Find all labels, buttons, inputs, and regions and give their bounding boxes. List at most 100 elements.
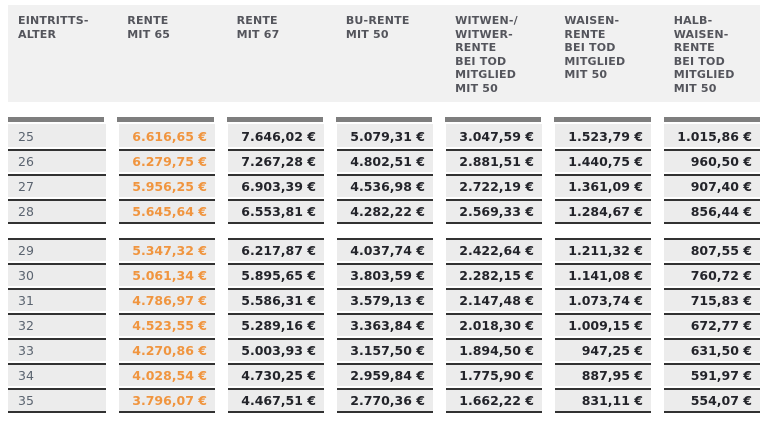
entry-age-cell: 31 (8, 288, 106, 311)
table-row-age-32: 32 4.523,55 € 5.289,16 € 3.363,84 € 2.018,30… (8, 313, 760, 336)
value-cell-col-5: 1.284,67 € (555, 199, 651, 224)
entry-age-cell: 34 (8, 363, 106, 386)
value-cell-col-3: 4.536,98 € (337, 174, 433, 197)
value-cell-col-5: 1.009,15 € (555, 313, 651, 336)
value-cell-col-5: 1.073,74 € (555, 288, 651, 311)
column-divider-bar (554, 117, 651, 122)
table-row-age-35: 35 3.796,07 € 4.467,51 € 2.770,36 € 1.662,22… (8, 388, 760, 413)
value-cell-col-3: 4.802,51 € (337, 149, 433, 172)
table-row-age-30: 30 5.061,34 € 5.895,65 € 3.803,59 € 2.282,15… (8, 263, 760, 286)
value-cell-col-4: 2.569,33 € (446, 199, 542, 224)
value-cell-col-3: 2.959,84 € (337, 363, 433, 386)
value-cell-col-6: 960,50 € (664, 149, 760, 172)
value-cell-col-4: 3.047,59 € (446, 124, 542, 147)
value-cell-col-6: 591,97 € (664, 363, 760, 386)
entry-age-cell: 33 (8, 338, 106, 361)
entry-age-cell: 26 (8, 149, 106, 172)
entry-age-cell: 30 (8, 263, 106, 286)
value-cell-col-3: 3.363,84 € (337, 313, 433, 336)
entry-age-cell: 35 (8, 388, 106, 413)
value-cell-col-1: 4.786,97 € (119, 288, 215, 311)
value-cell-col-1: 4.028,54 € (119, 363, 215, 386)
entry-age-cell: 27 (8, 174, 106, 197)
value-cell-col-3: 3.803,59 € (337, 263, 433, 286)
table-body: 25 6.616,65 € 7.646,02 € 5.079,31 € 3.047,59… (8, 124, 760, 413)
column-divider-bar (117, 117, 214, 122)
value-cell-col-6: 1.015,86 € (664, 124, 760, 147)
column-header-0: EINTRITTS- ALTER (18, 14, 89, 41)
value-cell-col-2: 7.267,28 € (228, 149, 324, 172)
value-cell-col-4: 2.147,48 € (446, 288, 542, 311)
column-divider-bar (8, 117, 105, 122)
value-cell-col-3: 3.579,13 € (337, 288, 433, 311)
value-cell-col-3: 4.282,22 € (337, 199, 433, 224)
table-row-age-26: 26 6.279,75 € 7.267,28 € 4.802,51 € 2.881,51… (8, 149, 760, 172)
value-cell-col-1: 5.347,32 € (119, 238, 215, 261)
column-header-6: HALB- WAISEN- RENTE BEI TOD MITGLIED MIT… (673, 14, 735, 95)
value-cell-col-1: 5.956,25 € (119, 174, 215, 197)
value-cell-col-1: 6.616,65 € (119, 124, 215, 147)
value-cell-col-1: 4.270,86 € (119, 338, 215, 361)
value-cell-col-6: 856,44 € (664, 199, 760, 224)
table-header-row: EINTRITTS- ALTER RENTE MIT 65 RENTE MIT 67… (8, 5, 760, 102)
value-cell-col-5: 1.523,79 € (555, 124, 651, 147)
column-divider-bar (335, 117, 433, 122)
value-cell-col-5: 947,25 € (555, 338, 651, 361)
value-cell-col-4: 2.722,19 € (446, 174, 542, 197)
value-cell-col-1: 6.279,75 € (119, 149, 215, 172)
value-cell-col-2: 5.895,65 € (228, 263, 324, 286)
value-cell-col-2: 5.586,31 € (228, 288, 324, 311)
value-cell-col-6: 807,55 € (664, 238, 760, 261)
value-cell-col-6: 672,77 € (664, 313, 760, 336)
value-cell-col-4: 1.775,90 € (446, 363, 542, 386)
value-cell-col-6: 715,83 € (664, 288, 760, 311)
entry-age-cell: 29 (8, 238, 106, 261)
table-row-age-28: 28 5.645,64 € 6.553,81 € 4.282,22 € 2.569,33… (8, 199, 760, 224)
value-cell-col-1: 4.523,55 € (119, 313, 215, 336)
value-cell-col-1: 3.796,07 € (119, 388, 215, 413)
entry-age-cell: 25 (8, 124, 106, 147)
value-cell-col-2: 6.553,81 € (228, 199, 324, 224)
value-cell-col-2: 4.730,25 € (228, 363, 324, 386)
value-cell-col-2: 6.903,39 € (228, 174, 324, 197)
column-header-1: RENTE MIT 65 (127, 14, 171, 41)
column-divider-bar (663, 117, 760, 122)
value-cell-col-1: 5.645,64 € (119, 199, 215, 224)
value-cell-col-5: 1.440,75 € (555, 149, 651, 172)
value-cell-col-4: 2.422,64 € (446, 238, 542, 261)
value-cell-col-1: 5.061,34 € (119, 263, 215, 286)
value-cell-col-2: 5.289,16 € (228, 313, 324, 336)
value-cell-col-4: 2.881,51 € (446, 149, 542, 172)
table-row-age-33: 33 4.270,86 € 5.003,93 € 3.157,50 € 1.894,50… (8, 338, 760, 361)
value-cell-col-5: 1.141,08 € (555, 263, 651, 286)
column-divider-bar (445, 117, 542, 122)
value-cell-col-3: 3.157,50 € (337, 338, 433, 361)
value-cell-col-4: 1.662,22 € (446, 388, 542, 413)
column-header-3: BU-RENTE MIT 50 (345, 14, 410, 41)
table-row-age-34: 34 4.028,54 € 4.730,25 € 2.959,84 € 1.775,90… (8, 363, 760, 386)
value-cell-col-5: 1.211,32 € (555, 238, 651, 261)
value-cell-col-2: 6.217,87 € (228, 238, 324, 261)
value-cell-col-5: 831,11 € (555, 388, 651, 413)
entry-age-cell: 32 (8, 313, 106, 336)
value-cell-col-6: 554,07 € (664, 388, 760, 413)
table-row-age-25: 25 6.616,65 € 7.646,02 € 5.079,31 € 3.047,59… (8, 124, 760, 147)
value-cell-col-6: 907,40 € (664, 174, 760, 197)
value-cell-col-4: 2.018,30 € (446, 313, 542, 336)
value-cell-col-2: 4.467,51 € (228, 388, 324, 413)
value-cell-col-3: 2.770,36 € (337, 388, 433, 413)
column-header-2: RENTE MIT 67 (236, 14, 280, 41)
value-cell-col-5: 887,95 € (555, 363, 651, 386)
value-cell-col-4: 2.282,15 € (446, 263, 542, 286)
header-divider-bars (8, 117, 760, 122)
table-row-age-31: 31 4.786,97 € 5.586,31 € 3.579,13 € 2.147,48… (8, 288, 760, 311)
column-header-4: WITWEN-/ WITWER- RENTE BEI TOD MITGLIED … (455, 14, 518, 95)
table-row-age-27: 27 5.956,25 € 6.903,39 € 4.536,98 € 2.722,19… (8, 174, 760, 197)
column-divider-bar (226, 117, 323, 122)
column-header-5: WAISEN- RENTE BEI TOD MITGLIED MIT 50 (564, 14, 626, 81)
value-cell-col-3: 4.037,74 € (337, 238, 433, 261)
table-row-age-29: 29 5.347,32 € 6.217,87 € 4.037,74 € 2.422,64… (8, 238, 760, 261)
value-cell-col-6: 631,50 € (664, 338, 760, 361)
value-cell-col-6: 760,72 € (664, 263, 760, 286)
